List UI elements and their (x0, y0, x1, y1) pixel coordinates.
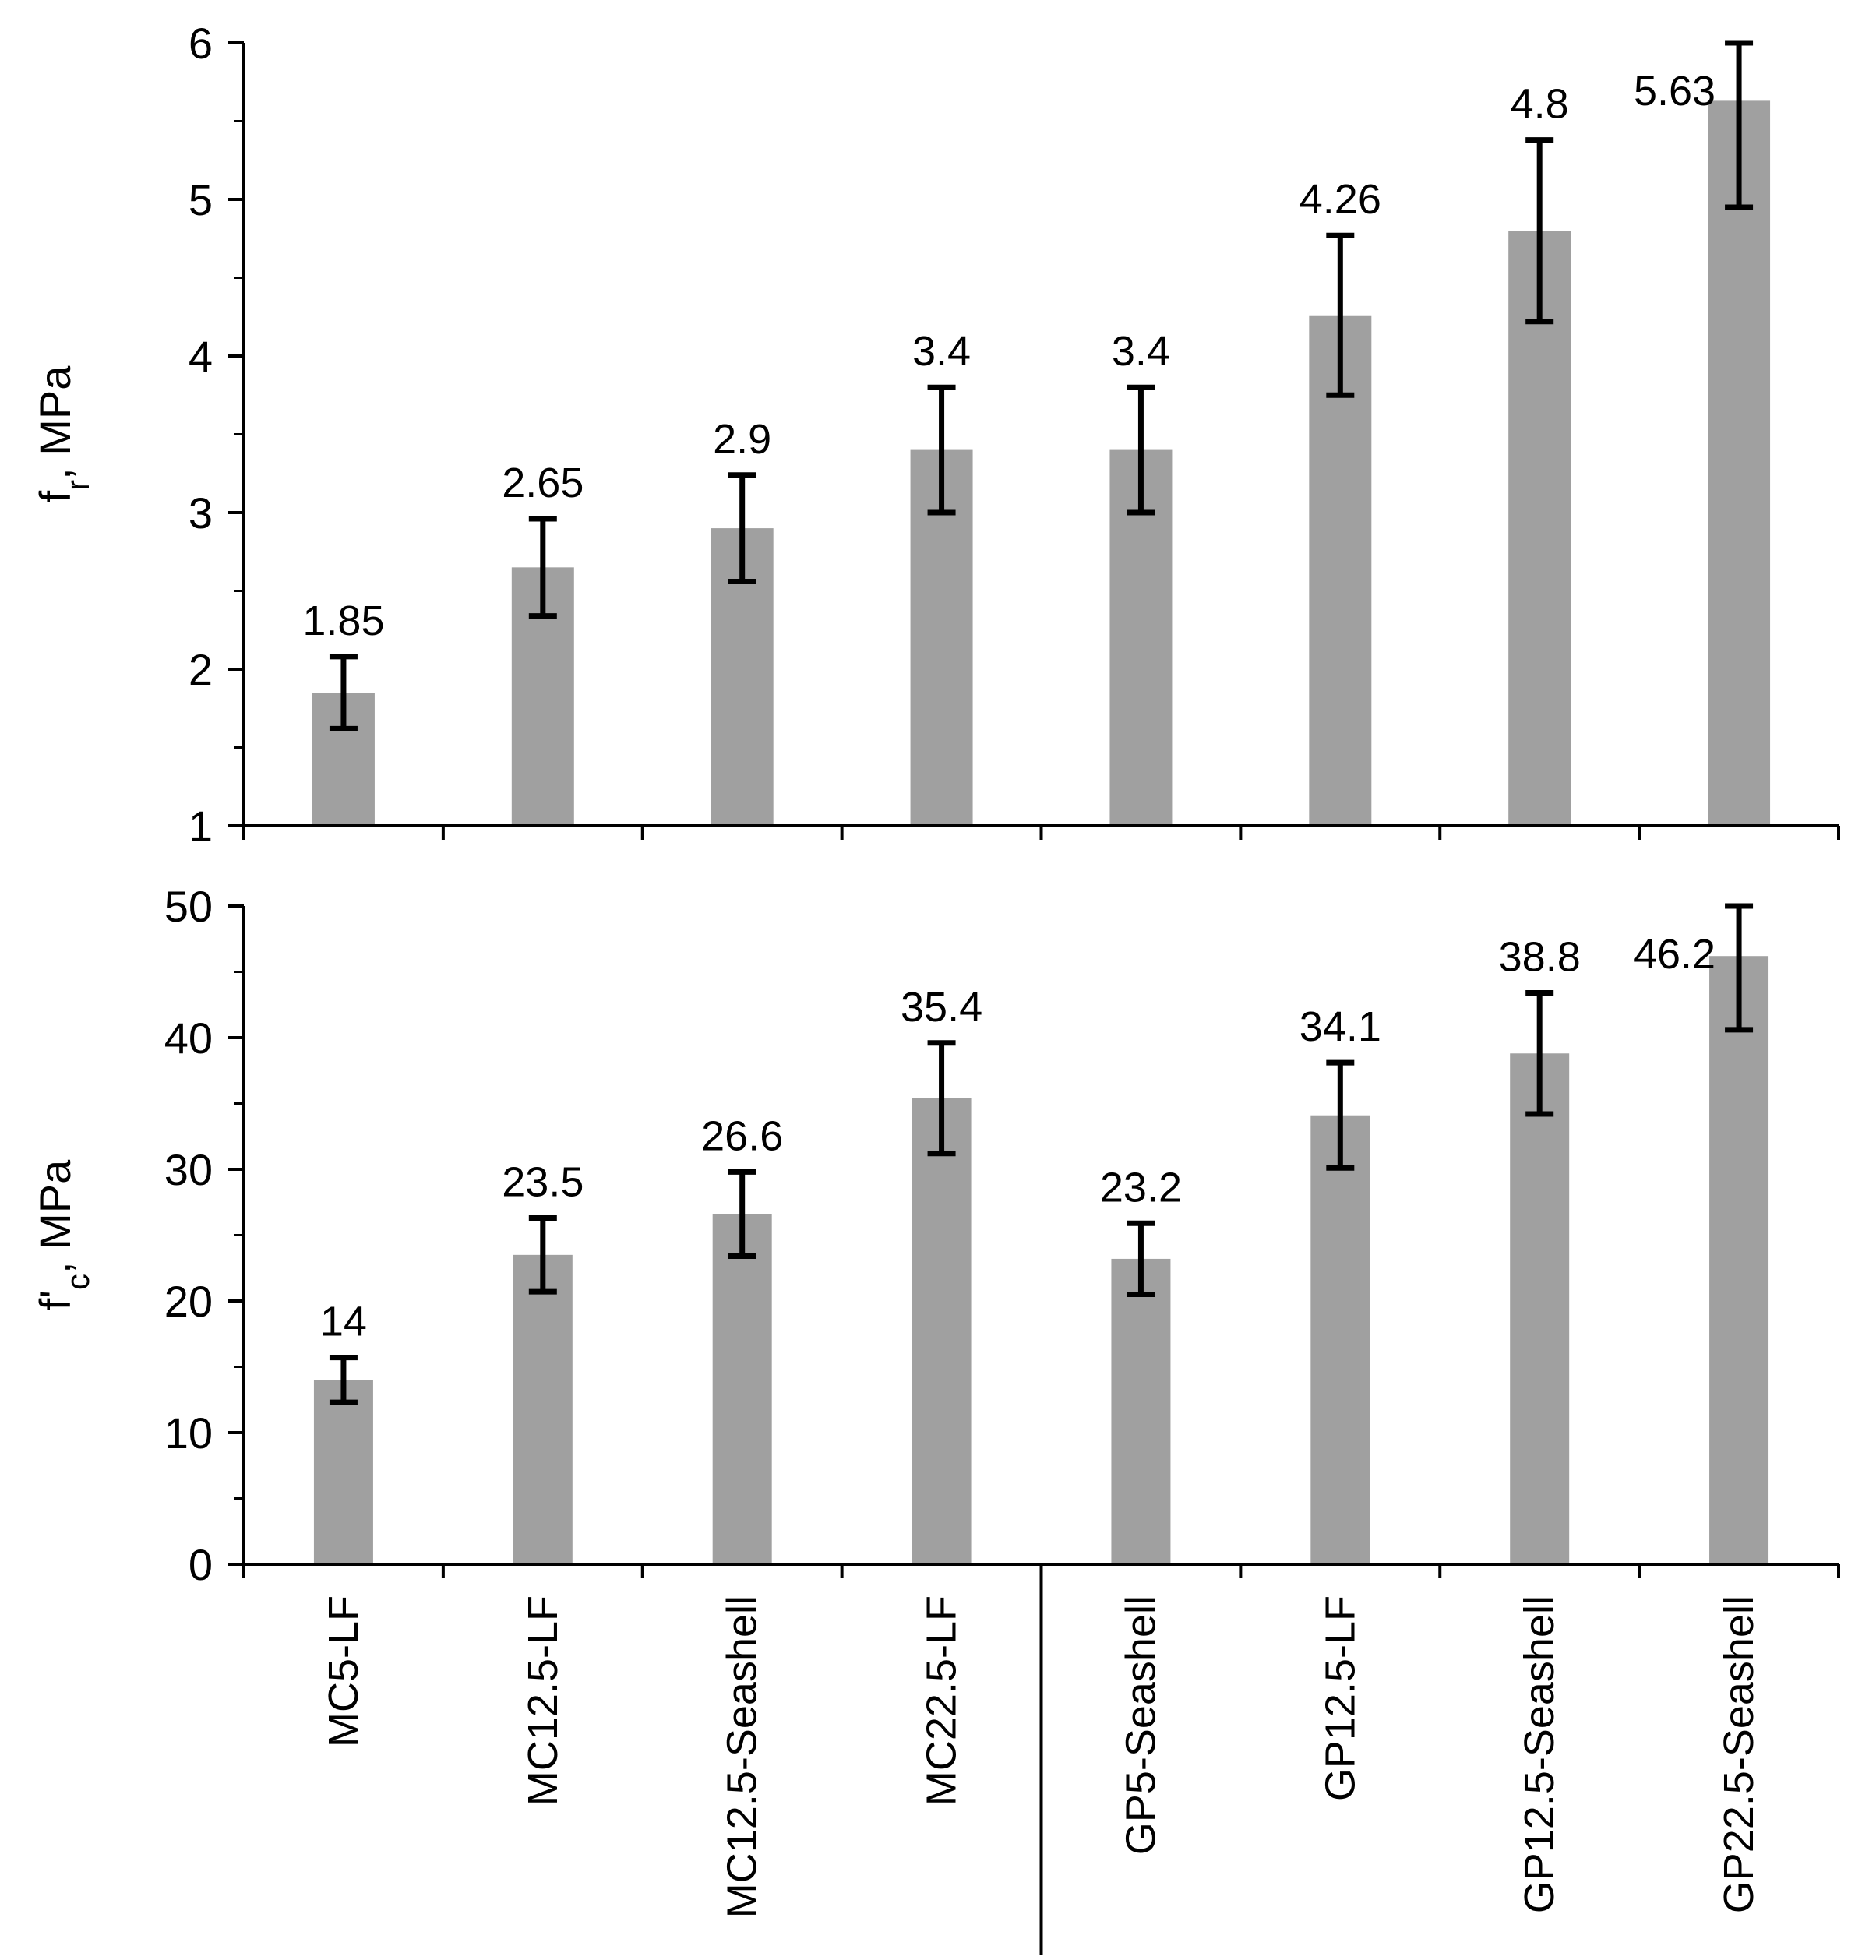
bar (1309, 315, 1372, 826)
category-label: GP22.5-Seashell (1716, 1595, 1762, 1913)
bar (1508, 231, 1571, 826)
data-label: 23.5 (502, 1159, 584, 1206)
data-label: 34.1 (1299, 1003, 1381, 1050)
category-label: GP5-Seashell (1117, 1595, 1164, 1855)
y-tick-label: 50 (164, 882, 213, 931)
bar (1111, 1258, 1171, 1564)
bar (712, 1214, 772, 1564)
category-label: MC12.5-LF (520, 1595, 566, 1806)
data-label: 1.85 (302, 598, 384, 644)
data-label: 2.9 (713, 416, 771, 463)
category-label: GP12.5-Seashell (1516, 1595, 1563, 1913)
y-tick-label: 40 (164, 1013, 213, 1063)
data-label: 3.4 (1112, 328, 1170, 375)
compressive-strength-chart: 14 23.5 26.6 35.4 23.2 34.1 38.8 46.2 0 10 20 30 40 5… (30, 882, 1840, 1589)
y-tick-label: 10 (164, 1408, 213, 1458)
y-tick-label: 6 (189, 19, 213, 68)
category-axis-labels: MC5-LF MC12.5-LF MC12.5-Seashell MC22.5-LF G… (320, 1564, 1762, 1955)
y-axis-title: f'c, MPa (30, 1159, 96, 1310)
y-tick-label: 0 (189, 1540, 213, 1589)
y-tick-label: 1 (189, 802, 213, 851)
y-tick-label: 5 (189, 175, 213, 224)
data-label: 23.2 (1100, 1164, 1182, 1211)
data-label: 26.6 (701, 1112, 783, 1159)
bar (1510, 1053, 1570, 1564)
bar (513, 1254, 573, 1564)
data-label: 46.2 (1634, 931, 1716, 978)
y-axis-title-subscript: r (59, 480, 96, 491)
data-label: 14 (320, 1299, 367, 1345)
y-tick-label: 4 (189, 332, 213, 381)
data-label: 5.63 (1634, 68, 1716, 115)
bar (313, 1380, 373, 1564)
bar (1709, 956, 1769, 1564)
flexural-strength-chart: 1.85 2.65 2.9 3.4 3.4 4.26 4.8 5.63 1 2 3 4 5 6 fr, MP… (30, 19, 1840, 851)
data-label: 3.4 (912, 328, 971, 375)
y-axis-title-subscript: c (59, 1274, 96, 1290)
data-label: 2.65 (502, 460, 584, 506)
category-label: MC12.5-Seashell (719, 1595, 766, 1918)
y-axis-title-unit: , MPa (30, 365, 79, 480)
data-label: 4.26 (1299, 176, 1381, 223)
y-axis-title-main: f' (30, 1290, 79, 1310)
y-axis-title-main: f (30, 490, 79, 502)
data-label: 35.4 (901, 984, 982, 1031)
y-tick-label: 2 (189, 645, 213, 694)
y-tick-label: 3 (189, 488, 213, 538)
data-label: 4.8 (1511, 81, 1569, 128)
y-axis-title: fr, MPa (30, 365, 96, 503)
category-label: GP12.5-LF (1317, 1595, 1363, 1801)
category-label: MC22.5-LF (919, 1595, 965, 1806)
y-tick-label: 30 (164, 1145, 213, 1194)
data-label: 38.8 (1499, 934, 1581, 981)
bar (1310, 1115, 1370, 1564)
category-label: MC5-LF (320, 1595, 367, 1747)
bar (1708, 100, 1771, 826)
bar (912, 1098, 972, 1564)
y-axis-title-unit: , MPa (30, 1159, 79, 1274)
y-tick-label: 20 (164, 1277, 213, 1326)
